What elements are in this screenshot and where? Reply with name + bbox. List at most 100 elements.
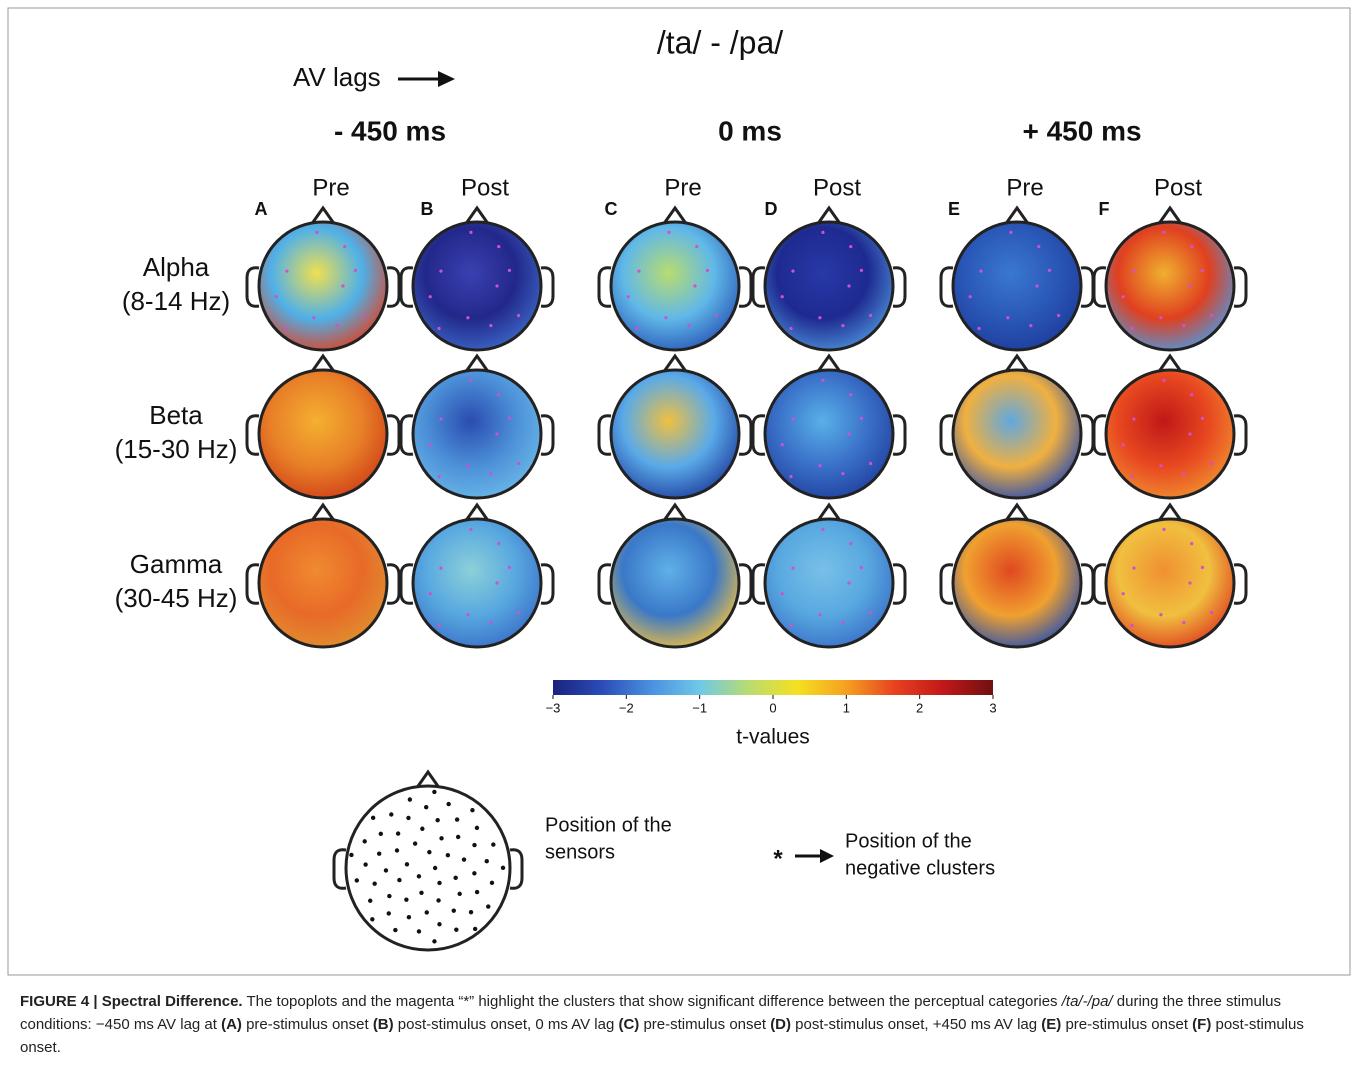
cluster-marker [1159,316,1163,320]
cluster-marker [517,610,521,615]
caption-text: pre-stimulus onset [1061,1016,1193,1033]
cluster-marker [489,324,493,328]
cluster-marker [1006,316,1010,320]
sensor [406,815,411,821]
cluster-marker [780,443,784,447]
cluster-marker [428,592,432,596]
cluster-marker [859,268,864,272]
cluster-marker [469,378,473,382]
caption-text: pre-stimulus onset [241,1016,373,1033]
ear [399,563,414,605]
caption-text: (F) [1192,1016,1212,1033]
ear [939,563,954,605]
sensor [436,898,441,903]
sensor [474,889,480,895]
head [411,517,543,649]
sensor [486,904,491,909]
ear [738,563,753,605]
cluster-marker [791,269,795,273]
av-lags-label: AV lags [293,62,381,92]
caption-text: post-stimulus onset, +450 ms AV lag [791,1016,1042,1033]
caption-text: (C) [618,1016,640,1033]
cluster-marker [1057,313,1061,318]
caption-text: (A) [221,1016,242,1033]
cluster-marker [869,610,873,615]
cluster-marker [818,464,822,468]
ear [245,266,260,308]
lag-header: 0 ms [718,115,782,146]
cluster-marker [791,417,795,421]
ear [597,266,612,308]
cluster-marker [315,230,319,234]
sensor [455,834,461,840]
sensor [457,891,462,897]
sensor [416,874,422,879]
sensor [437,922,442,927]
sensor [472,926,478,932]
panel-letter: F [1099,199,1110,219]
condition-label: Post [813,174,861,201]
lag-header: + 450 ms [1022,115,1141,146]
head [1104,220,1236,352]
ear [509,848,524,890]
head [763,517,895,649]
sensor [432,789,437,795]
ear [245,414,260,456]
sensor [470,807,475,813]
topoplot [751,353,907,500]
sensor [393,927,398,933]
cluster-marker [821,378,825,382]
cluster-marker [789,474,793,479]
topoplot [1092,205,1248,352]
cluster-marker [517,461,521,466]
cluster-marker [1200,268,1205,272]
cluster-marker [466,613,470,617]
cluster-marker [497,393,501,397]
caption-text: /ta/-/pa/ [1061,993,1113,1010]
cluster-marker [495,284,499,288]
figure-title: /ta/ - /pa/ [657,24,783,60]
condition-label: Post [461,174,509,201]
sensor [404,897,409,902]
ear [386,414,401,456]
panel-letter: D [765,199,778,219]
cluster-marker [869,313,873,318]
cluster-marker [283,326,287,331]
ear [892,414,907,456]
sensor [397,877,402,883]
cluster-marker [780,295,784,299]
cluster-marker [1162,378,1166,382]
cluster-marker [859,416,864,420]
cluster-marker [841,324,845,328]
cluster-marker [818,613,822,617]
cluster-marker [517,313,521,318]
caption-text: (D) [770,1016,792,1033]
topoplot [245,502,401,649]
sensor [432,865,438,871]
legend-text: Position of the [545,814,672,836]
cluster-marker [343,245,347,249]
caption-text: The topoplots and the magenta “*” highli… [242,993,1062,1010]
colorbar-tick-label: 0 [769,700,776,715]
sensor [446,801,451,807]
head [951,220,1083,352]
sensor [454,817,460,822]
cluster-marker [849,542,853,546]
head [257,220,389,352]
legend-text: sensors [545,841,615,863]
colorbar [553,680,993,695]
sensor [472,871,477,876]
cluster-marker [428,443,432,447]
ear [332,848,347,890]
cluster-marker [637,269,641,273]
cluster-marker [1188,284,1192,288]
topoplot [399,205,555,352]
cluster-marker [849,245,853,249]
ear [939,414,954,456]
topoplot [597,502,753,649]
condition-label: Pre [312,174,349,201]
cluster-marker [821,527,825,531]
ear [738,266,753,308]
ear [1233,414,1248,456]
topoplot [399,502,555,649]
